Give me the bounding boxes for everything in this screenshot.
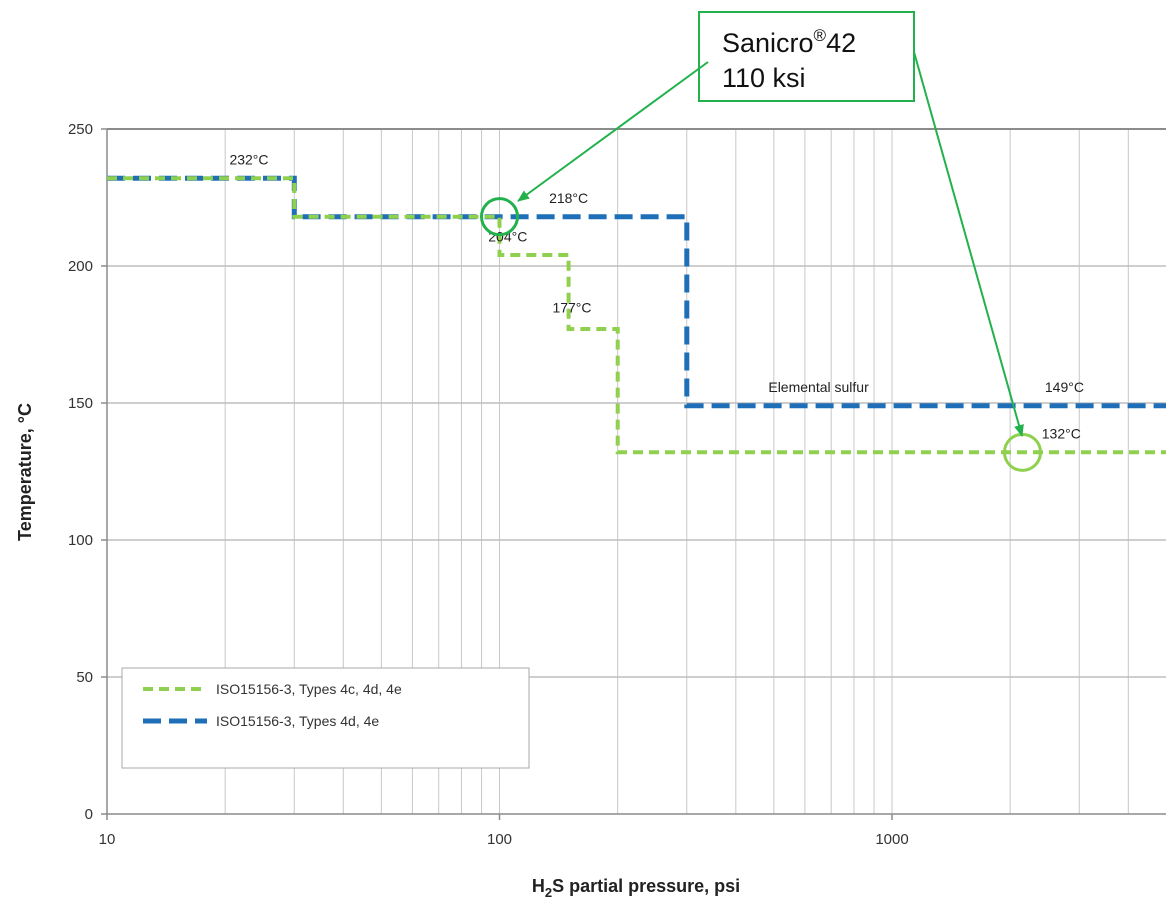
x-tick-label: 100 bbox=[487, 831, 512, 848]
annotation-label: 149°C bbox=[1045, 379, 1084, 395]
x-tick-label: 10 bbox=[99, 831, 116, 848]
callout-box bbox=[698, 11, 915, 102]
legend: ISO15156-3, Types 4c, 4d, 4e ISO15156-3,… bbox=[121, 667, 530, 769]
grid bbox=[107, 128, 1166, 814]
annotation-label: 177°C bbox=[552, 300, 591, 316]
markers bbox=[480, 197, 1042, 472]
y-tick-label: 250 bbox=[68, 121, 93, 138]
axes: 0 50 100 150 200 250 10 100 1000 bbox=[68, 121, 1166, 848]
callout-line-1: Sanicro®42 bbox=[722, 26, 856, 58]
annotation-label: Elemental sulfur bbox=[768, 379, 869, 395]
annotation-label: 204°C bbox=[488, 228, 527, 244]
callout-arrow-1 bbox=[517, 61, 709, 202]
y-tick-label: 100 bbox=[68, 532, 93, 549]
annotation-label: 232°C bbox=[229, 152, 268, 168]
annotation-label: 218°C bbox=[549, 190, 588, 206]
callout-line-2: 110 ksi bbox=[722, 63, 806, 93]
series-line-0 bbox=[107, 176, 1166, 455]
y-axis-title: Temperature, °C bbox=[15, 403, 35, 541]
y-tick-label: 150 bbox=[68, 395, 93, 412]
series-group bbox=[107, 175, 1166, 455]
legend-box bbox=[121, 667, 530, 769]
annotation-label: 132°C bbox=[1042, 426, 1081, 442]
y-tick-label: 200 bbox=[68, 258, 93, 275]
legend-label-iso-4c-4d-4e: ISO15156-3, Types 4c, 4d, 4e bbox=[216, 681, 402, 697]
callout: Sanicro®42 110 ksi bbox=[517, 11, 1024, 437]
x-tick-label: 1000 bbox=[875, 831, 908, 848]
x-axis-title: H2S partial pressure, psi bbox=[532, 876, 740, 900]
highlight-circle bbox=[480, 197, 519, 237]
legend-label-iso-4d-4e: ISO15156-3, Types 4d, 4e bbox=[216, 713, 379, 729]
callout-arrow-2 bbox=[913, 51, 1024, 437]
y-tick-label: 50 bbox=[76, 669, 93, 686]
series-line-1 bbox=[107, 175, 1166, 409]
annotations: 232°C 218°C 204°C 177°C Elemental sulfur 149°… bbox=[229, 152, 1084, 442]
y-tick-label: 0 bbox=[85, 806, 93, 823]
